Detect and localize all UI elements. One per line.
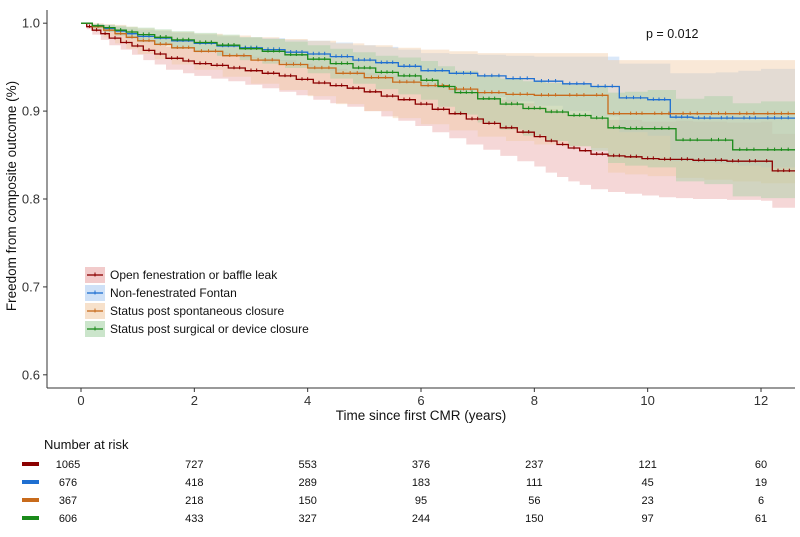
risk-count: 6 xyxy=(758,495,764,507)
y-axis-title: Freedom from composite outcome (%) xyxy=(4,81,19,311)
legend-label: Status post surgical or device closure xyxy=(110,322,309,336)
risk-count: 95 xyxy=(415,495,427,507)
ci-band-3 xyxy=(81,23,795,199)
x-axis-title: Time since first CMR (years) xyxy=(336,408,507,423)
x-tick-label: 12 xyxy=(754,393,768,408)
risk-count: 367 xyxy=(59,495,77,507)
y-tick-label: 1.0 xyxy=(22,16,40,31)
y-ticks: 0.6 0.7 0.8 0.9 1.0 xyxy=(22,16,47,382)
risk-count: 121 xyxy=(638,459,656,471)
risk-count: 376 xyxy=(412,459,430,471)
ci-band-1 xyxy=(81,23,795,168)
risk-count: 218 xyxy=(185,495,203,507)
legend-label: Open fenestration or baffle leak xyxy=(110,268,278,282)
risk-count: 150 xyxy=(298,495,316,507)
legend-label: Status post spontaneous closure xyxy=(110,304,284,318)
risk-count: 676 xyxy=(59,477,77,489)
risk-count: 97 xyxy=(642,513,654,525)
risk-table: 1065 727 553 376 237 121 60 676 418 289 183 111 45 19… xyxy=(22,459,767,525)
risk-row-marker xyxy=(22,498,39,502)
x-tick-label: 8 xyxy=(531,393,538,408)
x-tick-label: 2 xyxy=(191,393,198,408)
survival-curves xyxy=(81,22,795,173)
p-value-annotation: p = 0.012 xyxy=(646,27,699,41)
x-tick-label: 6 xyxy=(417,393,424,408)
risk-count: 237 xyxy=(525,459,543,471)
ci-band-2 xyxy=(81,23,795,184)
risk-table-title: Number at risk xyxy=(44,437,129,452)
risk-count: 327 xyxy=(298,513,316,525)
risk-count: 1065 xyxy=(56,459,80,471)
ci-band-0 xyxy=(81,23,795,208)
risk-count: 289 xyxy=(298,477,316,489)
risk-count: 553 xyxy=(298,459,316,471)
km-curve-0 xyxy=(81,22,795,172)
risk-count: 56 xyxy=(528,495,540,507)
km-curve-1 xyxy=(81,22,795,119)
x-ticks: 0 2 4 6 8 10 12 xyxy=(77,388,768,408)
risk-count: 45 xyxy=(642,477,654,489)
risk-count: 606 xyxy=(59,513,77,525)
x-tick-label: 0 xyxy=(77,393,84,408)
risk-count: 150 xyxy=(525,513,543,525)
y-tick-label: 0.6 xyxy=(22,367,40,382)
risk-count: 183 xyxy=(412,477,430,489)
x-tick-label: 10 xyxy=(640,393,654,408)
risk-row-marker xyxy=(22,480,39,484)
legend: Open fenestration or baffle leak Non-fene… xyxy=(85,267,309,337)
legend-label: Non-fenestrated Fontan xyxy=(110,286,237,300)
y-tick-label: 0.9 xyxy=(22,104,40,119)
risk-count: 60 xyxy=(755,459,767,471)
risk-count: 61 xyxy=(755,513,767,525)
x-tick-label: 4 xyxy=(304,393,311,408)
risk-count: 19 xyxy=(755,477,767,489)
risk-row-marker xyxy=(22,462,39,466)
risk-count: 727 xyxy=(185,459,203,471)
risk-count: 244 xyxy=(412,513,430,525)
risk-row-marker xyxy=(22,516,39,520)
y-tick-label: 0.8 xyxy=(22,192,40,207)
risk-count: 418 xyxy=(185,477,203,489)
confidence-bands xyxy=(81,23,795,208)
risk-count: 23 xyxy=(642,495,654,507)
y-tick-label: 0.7 xyxy=(22,279,40,294)
risk-count: 111 xyxy=(526,477,543,489)
risk-count: 433 xyxy=(185,513,203,525)
